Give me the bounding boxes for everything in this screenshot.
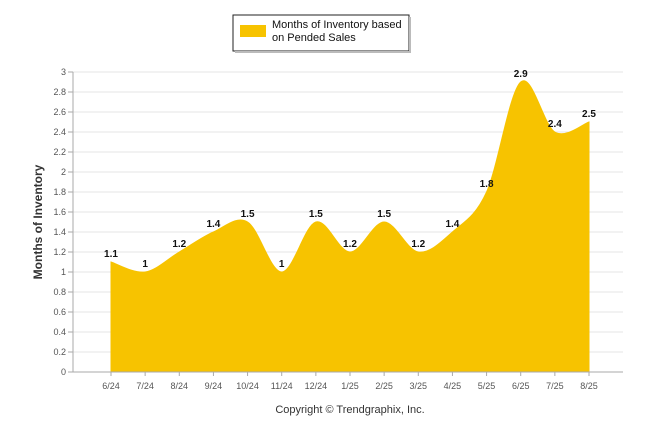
x-tick-label: 7/25 bbox=[546, 381, 564, 391]
y-tick-label: 2.8 bbox=[53, 87, 66, 97]
x-tick-label: 11/24 bbox=[271, 381, 293, 391]
y-tick-label: 1.8 bbox=[53, 187, 66, 197]
legend-shadow bbox=[409, 17, 411, 53]
x-axis-ticks: 6/24 7/24 8/24 9/24 10/24 11/24 12/24 1/25 2/25 3… bbox=[102, 372, 598, 391]
x-tick-label: 10/24 bbox=[236, 381, 259, 391]
y-tick-label: 0.4 bbox=[53, 327, 66, 337]
y-tick-label: 2.4 bbox=[53, 127, 66, 137]
data-label: 1.4 bbox=[206, 219, 220, 230]
x-tick-label: 4/25 bbox=[444, 381, 462, 391]
y-tick-label: 0.6 bbox=[53, 307, 66, 317]
data-label: 1.2 bbox=[411, 239, 425, 250]
data-label: 1.2 bbox=[172, 239, 186, 250]
y-axis-title: Months of Inventory bbox=[31, 164, 45, 279]
y-tick-label: 2.6 bbox=[53, 107, 66, 117]
x-tick-label: 8/24 bbox=[171, 381, 189, 391]
y-tick-label: 0.2 bbox=[53, 347, 66, 357]
x-tick-label: 6/25 bbox=[512, 381, 530, 391]
data-label: 2.4 bbox=[548, 119, 562, 130]
y-tick-label: 0 bbox=[61, 367, 66, 377]
x-tick-label: 2/25 bbox=[375, 381, 393, 391]
data-label: 1.2 bbox=[343, 239, 357, 250]
x-tick-label: 7/24 bbox=[136, 381, 154, 391]
area-series bbox=[110, 80, 590, 373]
data-label: 2.9 bbox=[514, 69, 528, 80]
y-axis-ticks: 0 0.2 0.4 0.6 0.8 1 1.2 1.4 1.6 1.8 2 2.2 2.4 2.6 2.8 3 bbox=[53, 67, 73, 377]
legend-label-line-1: Months of Inventory based bbox=[272, 19, 402, 31]
x-tick-label: 5/25 bbox=[478, 381, 496, 391]
x-tick-label: 6/24 bbox=[102, 381, 120, 391]
data-label: 2.5 bbox=[582, 109, 596, 120]
x-tick-label: 8/25 bbox=[580, 381, 598, 391]
y-tick-label: 2 bbox=[61, 167, 66, 177]
y-tick-label: 0.8 bbox=[53, 287, 66, 297]
y-tick-label: 1.2 bbox=[53, 247, 66, 257]
y-tick-label: 3 bbox=[61, 67, 66, 77]
axes bbox=[72, 72, 623, 373]
x-tick-label: 12/24 bbox=[305, 381, 328, 391]
x-tick-label: 3/25 bbox=[410, 381, 428, 391]
area-layer bbox=[110, 80, 590, 373]
data-label: 1.4 bbox=[445, 219, 459, 230]
data-label: 1 bbox=[142, 259, 148, 270]
legend-label-line-2: on Pended Sales bbox=[272, 32, 356, 44]
legend-swatch bbox=[240, 25, 266, 37]
x-tick-label: 1/25 bbox=[341, 381, 359, 391]
copyright-credit: Copyright © Trendgraphix, Inc. bbox=[275, 404, 424, 416]
x-tick-label: 9/24 bbox=[205, 381, 223, 391]
y-tick-label: 2.2 bbox=[53, 147, 66, 157]
legend: Months of Inventory based on Pended Sale… bbox=[232, 14, 411, 53]
data-label: 1.5 bbox=[377, 209, 391, 220]
data-labels: 1.1 1 1.2 1.4 1.5 1 1.5 1.2 1.5 1.2 1.4 1.8 2.9 2.4 2.… bbox=[104, 69, 596, 270]
data-label: 1.5 bbox=[241, 209, 255, 220]
data-label: 1 bbox=[279, 259, 285, 270]
y-tick-label: 1 bbox=[61, 267, 66, 277]
y-tick-label: 1.6 bbox=[53, 207, 66, 217]
data-label: 1.8 bbox=[480, 179, 494, 190]
data-label: 1.5 bbox=[309, 209, 323, 220]
y-tick-label: 1.4 bbox=[53, 227, 66, 237]
data-label: 1.1 bbox=[104, 249, 118, 260]
legend-shadow-bottom bbox=[235, 51, 411, 53]
